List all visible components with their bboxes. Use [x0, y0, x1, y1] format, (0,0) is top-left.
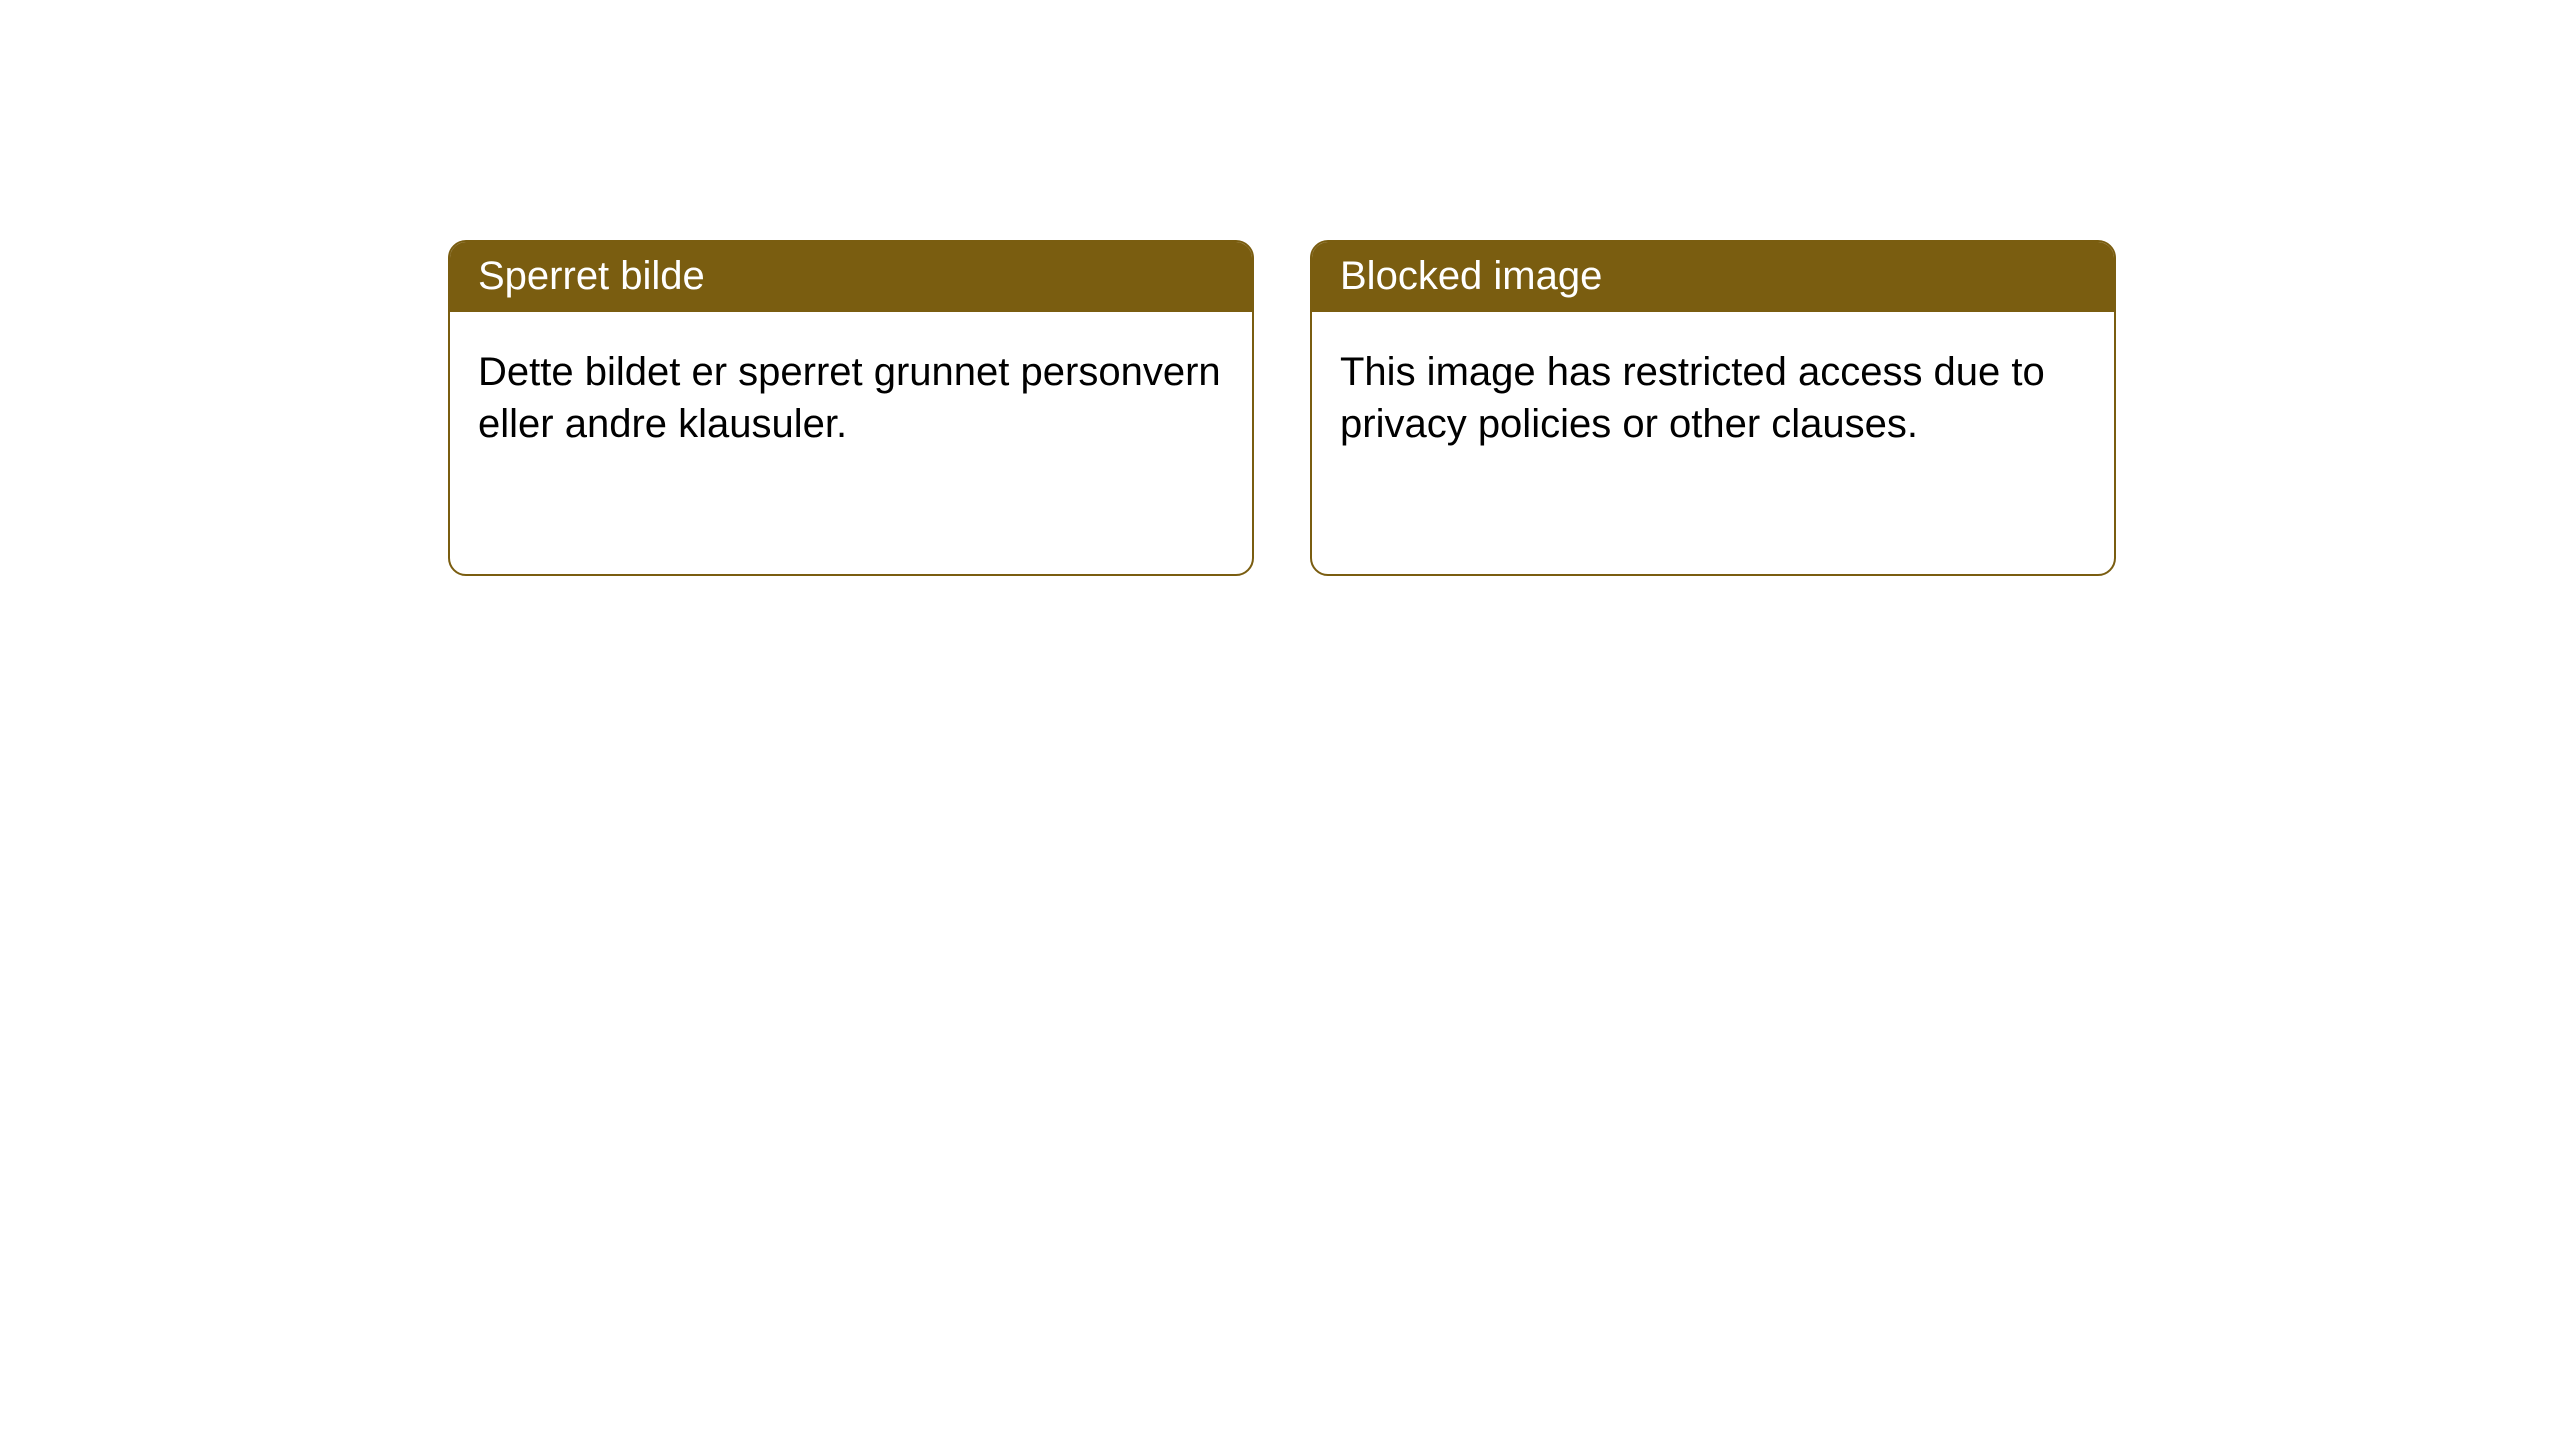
card-title: Sperret bilde	[478, 254, 705, 298]
card-body-text: This image has restricted access due to …	[1340, 350, 2045, 446]
notice-card-english: Blocked image This image has restricted …	[1310, 240, 2116, 576]
notice-card-norwegian: Sperret bilde Dette bildet er sperret gr…	[448, 240, 1254, 576]
card-body: This image has restricted access due to …	[1312, 312, 2114, 484]
card-header: Blocked image	[1312, 242, 2114, 312]
card-header: Sperret bilde	[450, 242, 1252, 312]
card-body-text: Dette bildet er sperret grunnet personve…	[478, 350, 1221, 446]
card-body: Dette bildet er sperret grunnet personve…	[450, 312, 1252, 484]
notice-cards-container: Sperret bilde Dette bildet er sperret gr…	[448, 240, 2116, 576]
card-title: Blocked image	[1340, 254, 1602, 298]
